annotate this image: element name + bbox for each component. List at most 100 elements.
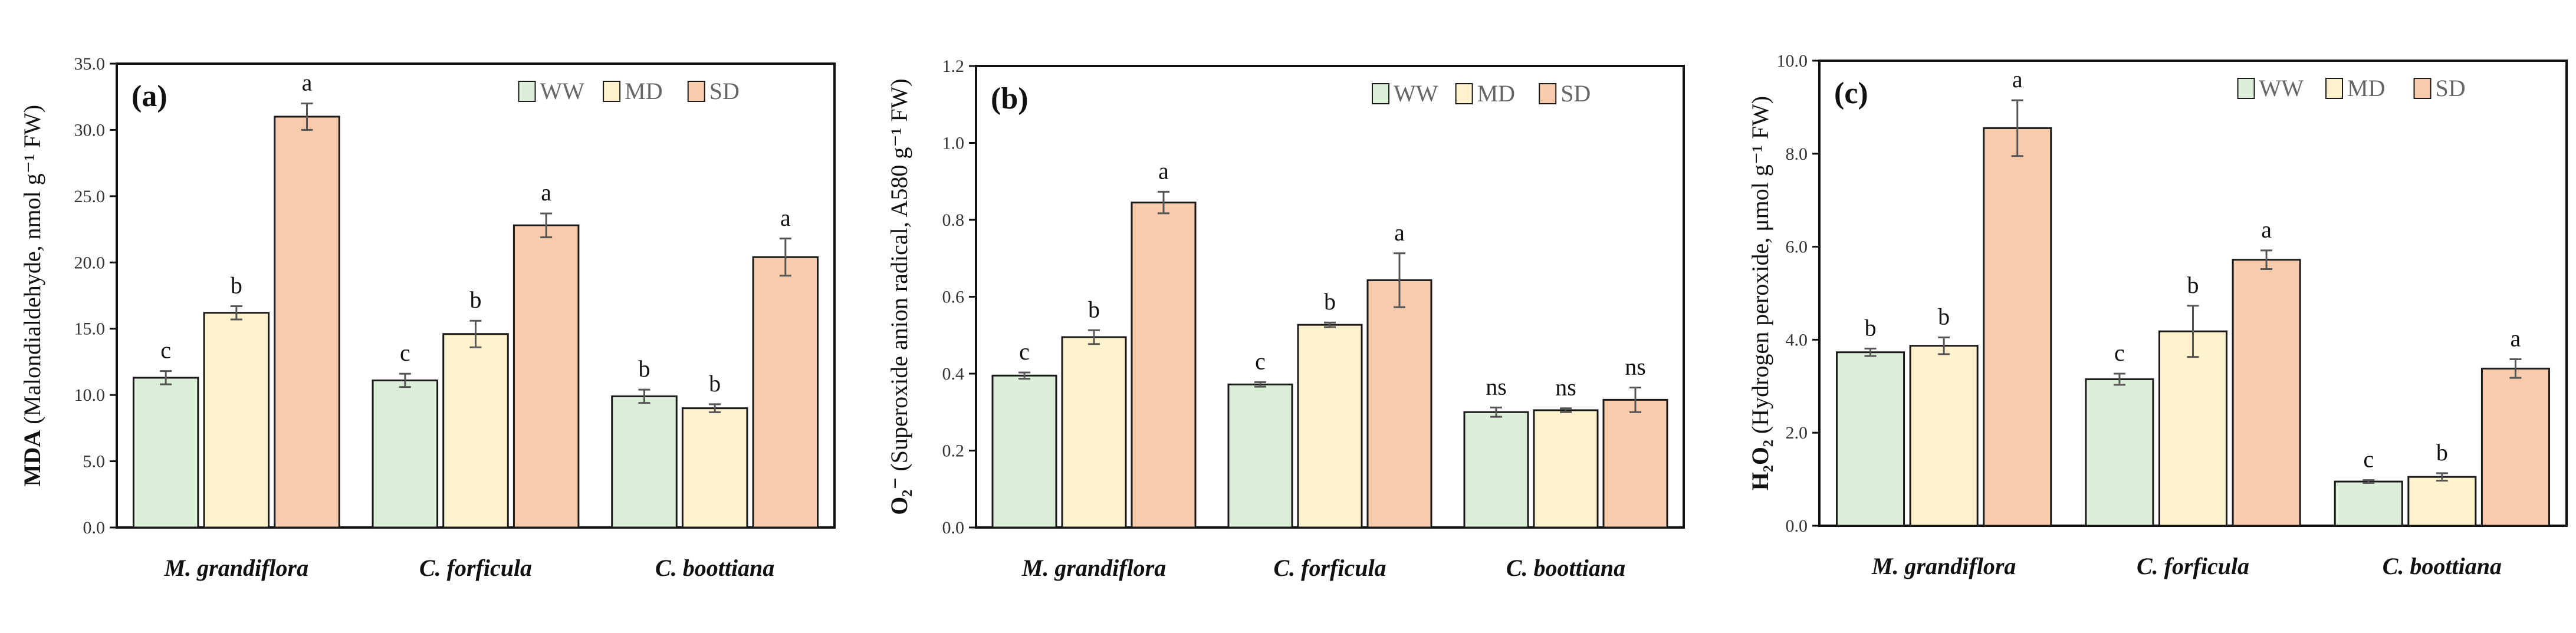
significance-letter: c [2114,339,2125,366]
category-label: C. boottiana [655,555,774,581]
significance-letter: a [302,69,313,95]
panel-label: (c) [1834,77,1868,110]
significance-letter: ns [1486,373,1507,400]
y-tick-label: 1.0 [942,134,965,153]
legend-label-sd: SD [709,78,740,104]
significance-letter: b [231,272,242,298]
category-label: M. grandiflora [164,555,309,581]
bar-md-1 [1061,336,1127,529]
panel-label: (a) [132,80,167,113]
bar-sd-1 [274,116,340,529]
legend-label-ww: WW [2259,75,2304,101]
significance-letter: b [1088,296,1100,322]
category-label: C. forficula [1273,555,1386,581]
significance-letter: b [1938,303,1950,329]
y-tick-label: 25.0 [74,187,106,206]
significance-letter: c [1255,348,1266,374]
bar-sd-3 [1602,398,1668,529]
bar-sd-2 [2232,259,2301,527]
significance-letter: b [470,286,482,313]
significance-letter: b [1865,314,1877,341]
y-tick-label: 2.0 [1786,423,1808,443]
bar-ww-3 [2334,480,2403,527]
bar-ww-2 [2085,378,2154,527]
y-tick-label: 30.0 [74,120,106,140]
significance-letter: ns [1555,374,1576,401]
legend-swatch-ww [1372,83,1389,104]
significance-letter: b [709,370,721,397]
bar-ww-3 [611,395,678,529]
legend-label-ww: WW [1394,80,1438,107]
bar-sd-1 [1983,127,2052,527]
y-axis-label: H₂O₂ (Hydrogen peroxide, μmol g⁻¹ FW) [1747,96,1773,491]
significance-letter: c [1019,338,1030,365]
legend-label-md: MD [2347,75,2385,101]
y-tick-label: 10.0 [1777,51,1808,71]
significance-letter: a [1158,157,1169,184]
y-tick-label: 15.0 [74,319,106,339]
legend-swatch-md [603,81,621,102]
bar-ww-2 [372,379,439,529]
y-tick-label: 0.4 [942,364,965,384]
category-label: C. boottiana [1506,555,1625,581]
y-tick-label: 5.0 [83,452,106,472]
y-tick-label: 0.2 [942,441,965,461]
y-tick-label: 0.0 [83,518,106,538]
significance-letter: a [2012,66,2023,93]
significance-letter: b [1324,288,1336,315]
bar-sd-1 [1131,202,1197,529]
legend-swatch-sd [687,81,705,102]
category-label: C. boottiana [2383,553,2502,579]
y-axis-label: MDA (Malondialdehyde, nmol g⁻¹ FW) [19,105,45,486]
category-label: M. grandiflora [1021,555,1167,581]
y-tick-label: 0.6 [942,288,965,307]
chart-panel-2: 0.0 0.2 0.4 0.6 0.8 1.0 1.2 O₂⁻ (Superoxide ani… [886,57,1685,581]
bar-md-1 [1909,345,1979,527]
significance-letter: a [541,179,551,206]
significance-letter: a [1394,219,1405,246]
legend-swatch-ww [518,81,536,102]
legend-label-sd: SD [2436,75,2466,101]
bar-md-3 [2407,476,2477,527]
y-tick-label: 0.0 [942,518,965,538]
panel-label: (b) [991,82,1029,116]
chart-panel-3: 0.0 2.0 4.0 6.0 8.0 10.0 H₂O₂ (Hydrogen peroxi… [1747,51,2568,579]
legend-swatch-sd [2413,78,2432,99]
significance-letter: c [400,339,410,366]
legend-label-ww: WW [540,78,585,104]
bar-ww-3 [1463,411,1529,529]
bar-md-2 [1297,324,1363,529]
bar-md-2 [2158,330,2228,527]
bar-md-3 [1533,409,1599,529]
y-tick-label: 10.0 [74,385,106,405]
bar-ww-1 [132,377,199,529]
y-tick-label: 1.2 [942,57,965,76]
legend-swatch-md [1455,83,1473,104]
chart-panel-1: 0.0 5.0 10.0 15.0 20.0 25.0 30.0 35.0 MDA (Malon… [19,54,836,581]
bar-md-1 [203,312,270,529]
category-label: C. forficula [2137,553,2249,579]
bar-sd-3 [752,256,819,529]
bar-sd-2 [1366,279,1432,529]
legend-label-md: MD [625,78,662,104]
bar-ww-1 [1836,351,1905,527]
y-tick-label: 35.0 [74,54,106,74]
bar-sd-2 [512,224,580,529]
significance-letter: c [160,337,171,364]
y-axis-label: O₂⁻ (Superoxide anion radical, A580 g⁻¹ … [886,78,912,515]
y-tick-label: 6.0 [1786,238,1808,257]
category-label: C. forficula [419,555,532,581]
legend-label-md: MD [1477,80,1515,107]
legend-swatch-md [2325,78,2344,99]
significance-letter: b [638,355,650,382]
y-tick-label: 20.0 [74,253,106,272]
y-tick-label: 8.0 [1786,144,1808,164]
category-label: M. grandiflora [1871,553,2016,579]
significance-letter: b [2436,439,2448,466]
legend-label-sd: SD [1560,80,1591,107]
significance-letter: b [2187,272,2199,298]
legend-swatch-sd [1539,83,1557,104]
bar-sd-3 [2480,367,2550,527]
bar-ww-1 [991,374,1057,529]
